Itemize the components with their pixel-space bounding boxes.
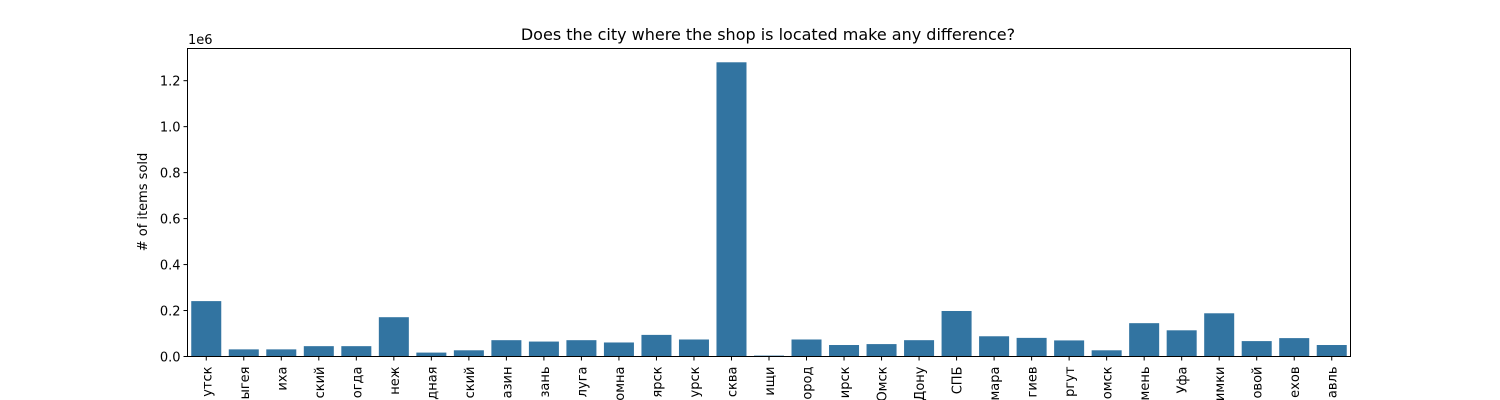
x-tick-label: иха: [275, 367, 290, 391]
bar: [1054, 340, 1085, 357]
bar: [603, 342, 634, 357]
x-tick-label: омск: [1101, 366, 1116, 399]
x-tick-label: зань: [538, 367, 553, 398]
x-ticks-group: утск ыгея иха ский огда неж дная ский азин зань лу…: [200, 356, 1341, 400]
bar: [191, 301, 222, 357]
bar: [266, 349, 297, 357]
bar: [941, 310, 972, 357]
bar: [866, 344, 897, 357]
x-tick-label: Дону: [913, 366, 928, 400]
x-tick-label: ский: [313, 367, 328, 399]
x-tick-label: ирск: [838, 366, 853, 398]
bar: [378, 317, 409, 357]
y-tick-label: 1.0: [160, 121, 181, 136]
x-tick-label: Уфа: [1176, 367, 1191, 394]
bar: [641, 334, 672, 357]
x-tick-label: овой: [1251, 367, 1266, 399]
bar: [341, 346, 372, 357]
bar: [716, 62, 747, 357]
x-tick-label: ярск: [650, 366, 665, 397]
y-tick-label: 0.0: [160, 351, 181, 366]
y-tick-label: 0.8: [160, 167, 181, 182]
y-tick-label: 1.2: [160, 75, 181, 90]
bar: [904, 340, 935, 357]
bar: [1166, 330, 1197, 357]
x-tick-label: гиев: [1026, 367, 1041, 398]
x-tick-label: урск: [688, 366, 703, 397]
bar: [829, 345, 860, 357]
x-tick-label: омна: [613, 367, 628, 400]
y-ticks-group: 0.0 0.2 0.4 0.6 0.8 1.0 1.2: [160, 75, 188, 366]
bar: [228, 349, 259, 357]
bar: [528, 341, 559, 357]
bar: [416, 352, 447, 357]
bars-group: [191, 62, 1347, 357]
x-tick-label: дная: [425, 367, 440, 400]
chart-title: Does the city where the shop is located …: [521, 25, 1015, 44]
bar: [453, 350, 484, 357]
bar: [678, 339, 709, 357]
bar: [303, 346, 334, 357]
x-tick-label: ищи: [763, 367, 778, 396]
plot-frame: [187, 48, 1351, 357]
bar: [1241, 341, 1272, 357]
y-axis-offset-text: 1e6: [188, 33, 213, 48]
x-tick-label: луга: [575, 367, 590, 398]
x-tick-label: ыгея: [238, 367, 253, 400]
y-tick-label: 0.6: [160, 213, 181, 228]
x-tick-label: Омск: [876, 366, 891, 400]
y-axis-label: # of items sold: [136, 153, 151, 252]
x-tick-label: имки: [1213, 367, 1228, 400]
bar: [1316, 345, 1347, 357]
x-tick-label: ский: [463, 367, 478, 399]
x-tick-label: неж: [388, 366, 403, 394]
x-tick-label: авль: [1326, 367, 1341, 399]
x-tick-label: азин: [500, 367, 515, 399]
x-tick-label: утск: [200, 366, 215, 396]
bar: [1091, 350, 1122, 357]
x-tick-label: мара: [988, 367, 1003, 400]
x-tick-label: мень: [1138, 367, 1153, 400]
y-tick-label: 0.2: [160, 305, 181, 320]
bar: [1279, 338, 1310, 357]
y-tick-label: 0.4: [160, 259, 181, 274]
bar: [791, 339, 822, 357]
x-tick-label: ород: [801, 366, 816, 399]
x-tick-label: сква: [725, 367, 740, 398]
bar: [1204, 313, 1235, 357]
x-tick-label: ргут: [1063, 366, 1078, 397]
bar: [1129, 323, 1160, 357]
x-tick-label: огда: [350, 367, 365, 399]
bar: [566, 340, 597, 357]
bar: [979, 336, 1010, 357]
x-tick-label: ехов: [1288, 367, 1303, 398]
bar: [1016, 337, 1047, 357]
bar: [491, 340, 522, 357]
x-tick-label: СПБ: [951, 367, 966, 395]
